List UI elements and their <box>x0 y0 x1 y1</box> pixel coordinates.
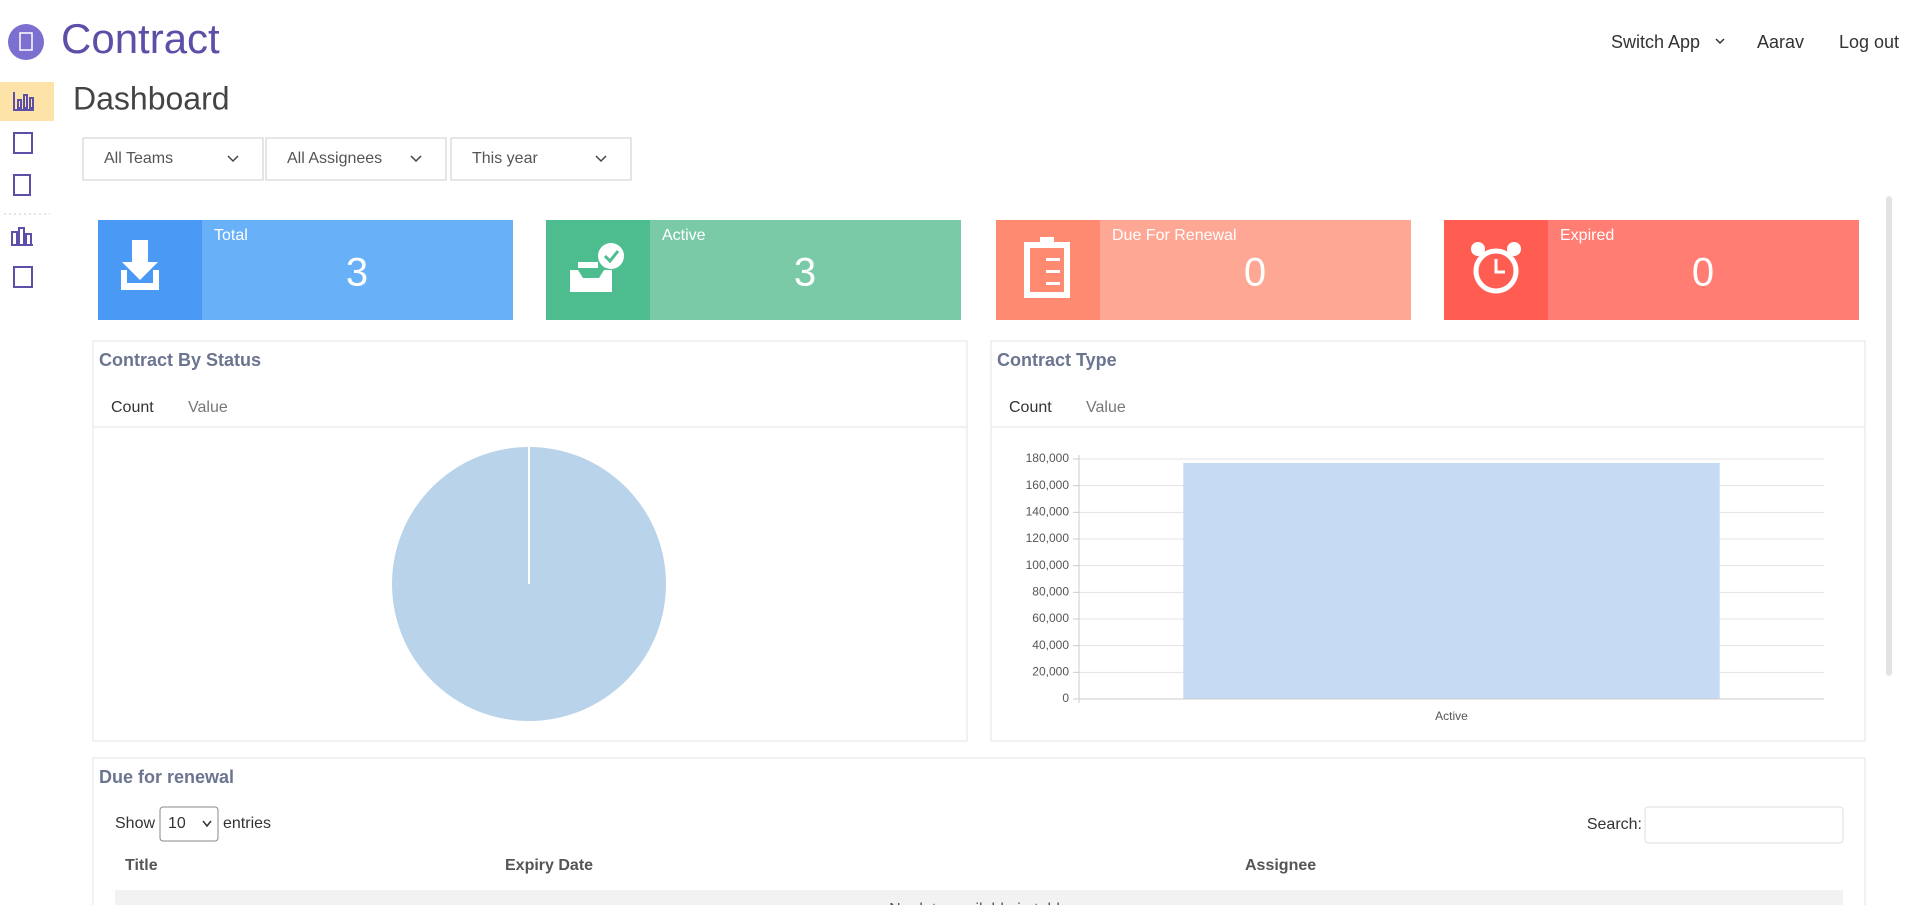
icon-clock <box>1473 248 1519 294</box>
card-label: Expired <box>1560 227 1614 244</box>
icon-line <box>1046 270 1060 273</box>
user-name[interactable]: Aarav <box>1757 32 1804 52</box>
icon-check-mark <box>603 250 620 264</box>
filter-dropdown[interactable] <box>450 137 632 181</box>
icon-check <box>598 243 624 269</box>
chart-tab[interactable]: Count <box>1009 399 1052 416</box>
card-icons <box>121 237 1521 298</box>
icon-clock-hands <box>1494 259 1505 274</box>
length-label: entries <box>223 815 271 832</box>
filter-label: All Assignees <box>287 150 382 167</box>
logout[interactable]: Log out <box>1839 32 1899 52</box>
icon-line <box>1046 258 1060 261</box>
chevron <box>202 820 212 828</box>
icon-clipboard <box>1024 242 1070 298</box>
page-title: Dashboard <box>73 80 230 116</box>
y-tick-label: 160,000 <box>1026 478 1070 492</box>
app-title: Contract <box>61 15 220 62</box>
y-tick-label: 20,000 <box>1032 665 1069 679</box>
card-label: Due For Renewal <box>1112 227 1237 244</box>
icon-inbox <box>570 262 612 292</box>
bar <box>1183 463 1720 699</box>
card <box>1100 220 1411 320</box>
column-header[interactable]: Title <box>125 857 158 874</box>
search-label: Search: <box>1587 816 1642 833</box>
card-value: 0 <box>1244 251 1266 295</box>
length-select[interactable] <box>159 806 219 842</box>
column-header[interactable]: Assignee <box>1245 857 1316 874</box>
x-tick-label: Active <box>1435 709 1468 723</box>
card-value: 0 <box>1692 251 1714 295</box>
filter-dropdown[interactable] <box>265 137 447 181</box>
nav-tasks[interactable] <box>13 174 31 196</box>
length-value: 10 <box>168 815 186 832</box>
search-input[interactable] <box>1644 806 1844 844</box>
chevron <box>595 155 607 163</box>
chevron <box>227 155 239 163</box>
card <box>202 220 513 320</box>
chart-tab[interactable]: Count <box>111 399 154 416</box>
filter-label: This year <box>472 150 538 167</box>
y-tick-label: 100,000 <box>1026 558 1070 572</box>
chart-tab[interactable]: Value <box>1086 399 1126 416</box>
logo-icon <box>19 32 33 51</box>
y-tick-label: 60,000 <box>1032 611 1069 625</box>
table-panel <box>92 757 1866 910</box>
card <box>650 220 961 320</box>
chart-title: Contract By Status <box>99 350 261 370</box>
empty-message: No data available in table <box>889 901 1069 905</box>
card <box>1548 220 1859 320</box>
card-value: 3 <box>346 251 368 295</box>
nav-dashboard[interactable] <box>13 92 34 111</box>
chevron <box>1715 38 1725 45</box>
icon-bell <box>1471 242 1485 256</box>
chart-tab[interactable]: Value <box>188 399 228 416</box>
y-tick-label: 180,000 <box>1026 451 1070 465</box>
nav-contracts[interactable] <box>13 132 33 154</box>
chart-title: Contract Type <box>997 350 1117 370</box>
card-label: Total <box>214 227 248 244</box>
icon-bell <box>1507 242 1521 256</box>
sidebar-icons <box>11 92 34 288</box>
y-tick-label: 80,000 <box>1032 585 1069 599</box>
card-value: 3 <box>794 251 816 295</box>
y-tick-label: 120,000 <box>1026 531 1070 545</box>
length-label: Show <box>115 815 155 832</box>
icon-download <box>121 240 159 290</box>
y-tick-label: 140,000 <box>1026 505 1070 519</box>
icon-line <box>1046 282 1060 285</box>
y-tick-label: 40,000 <box>1032 638 1069 652</box>
switch-app[interactable]: Switch App <box>1611 32 1700 52</box>
filter-label: All Teams <box>104 150 173 167</box>
card-icon-bg <box>546 220 650 320</box>
y-tick-label: 0 <box>1062 691 1069 705</box>
logo <box>8 24 44 60</box>
table-title: Due for renewal <box>99 767 234 787</box>
nav-reports[interactable] <box>11 227 33 246</box>
scrollbar[interactable] <box>1886 196 1892 676</box>
nav-contacts[interactable] <box>13 266 33 288</box>
chevron <box>410 155 422 163</box>
icon-clip <box>1040 237 1054 245</box>
filter-dropdown[interactable] <box>82 137 264 181</box>
card-label: Active <box>662 227 706 244</box>
column-header[interactable]: Expiry Date <box>505 857 593 874</box>
